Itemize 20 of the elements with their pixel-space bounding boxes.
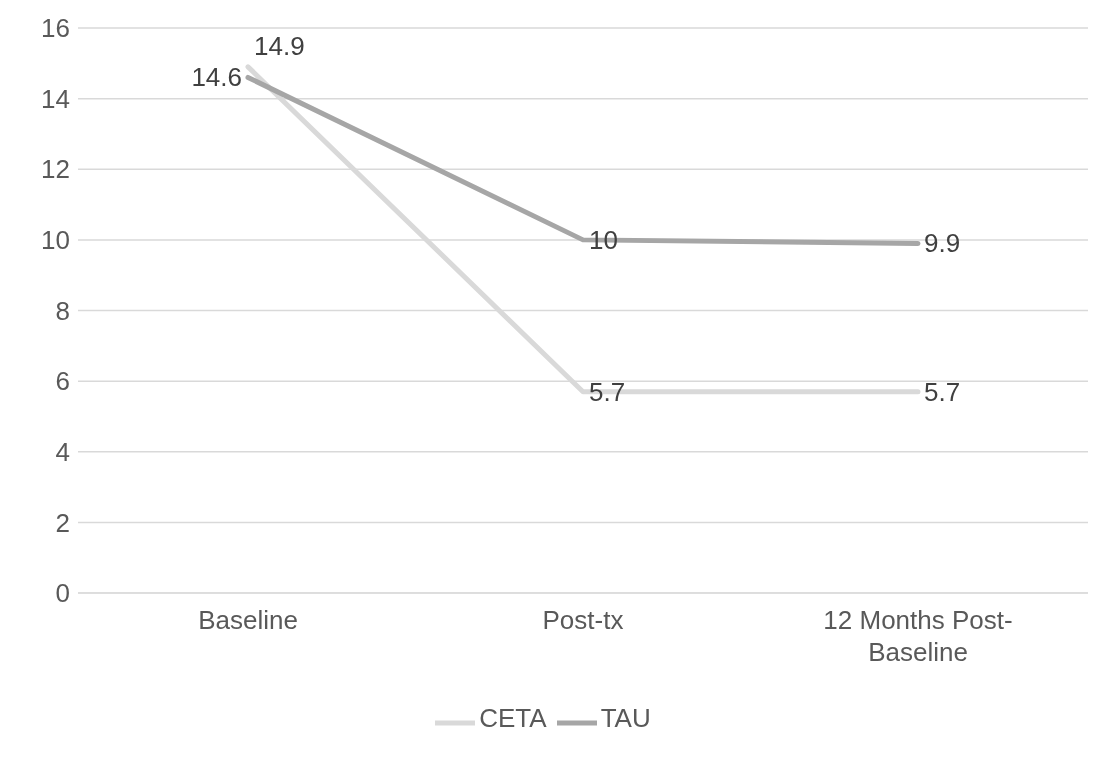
y-tick-label: 4 (55, 436, 70, 467)
data-label: 10 (589, 224, 618, 255)
y-tick-label: 0 (55, 578, 70, 609)
y-tick-label: 14 (41, 83, 70, 114)
data-label: 9.9 (924, 228, 961, 259)
y-tick-label: 12 (41, 154, 70, 185)
data-label: 5.7 (589, 376, 626, 407)
data-label: 14.6 (191, 62, 242, 93)
y-tick-label: 16 (41, 13, 70, 44)
legend-label: CETA (479, 703, 547, 734)
legend-label: TAU (600, 703, 651, 734)
data-label: 5.7 (924, 376, 961, 407)
y-tick-label: 8 (55, 295, 70, 326)
data-label: 14.9 (254, 30, 305, 61)
y-tick-label: 2 (55, 507, 70, 538)
x-tick-label: Post-tx (542, 605, 624, 635)
y-tick-label: 6 (55, 366, 70, 397)
x-tick-label: Baseline (198, 605, 298, 635)
y-tick-label: 10 (41, 225, 70, 256)
x-tick-label: 12 Months Post-Baseline (823, 605, 1013, 667)
